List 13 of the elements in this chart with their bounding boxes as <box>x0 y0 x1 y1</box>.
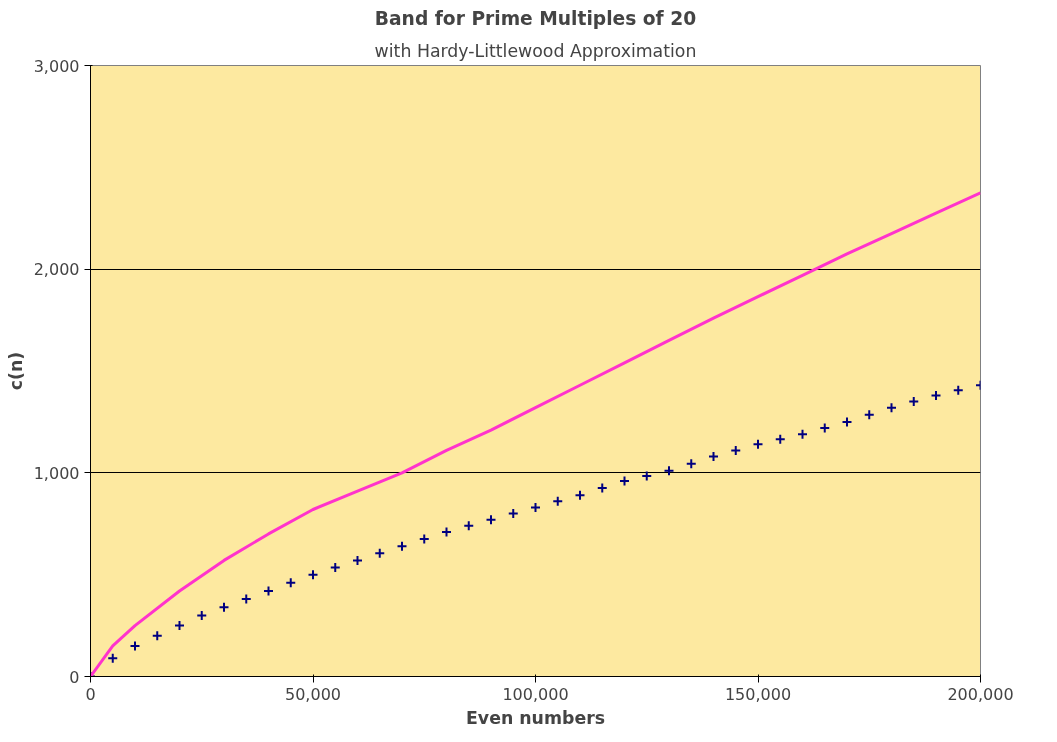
y-tick-label: 3,000 <box>33 56 80 76</box>
chart-subtitle: with Hardy-Littlewood Approximation <box>374 40 697 61</box>
x-tick-label: 50,000 <box>285 684 341 704</box>
x-axis-title: Even numbers <box>466 707 605 728</box>
x-tick-label: 150,000 <box>724 684 792 704</box>
y-tick-label: 1,000 <box>33 463 80 483</box>
chart-title: Band for Prime Multiples of 20 <box>374 7 697 29</box>
x-tick-label: 200,000 <box>947 684 1014 704</box>
y-axis-title: c(n) <box>5 351 26 391</box>
x-tick-label: 0 <box>85 684 96 704</box>
y-tick-label: 2,000 <box>33 260 80 280</box>
y-tick-label: 0 <box>69 667 80 687</box>
x-tick-label: 100,000 <box>502 684 569 704</box>
